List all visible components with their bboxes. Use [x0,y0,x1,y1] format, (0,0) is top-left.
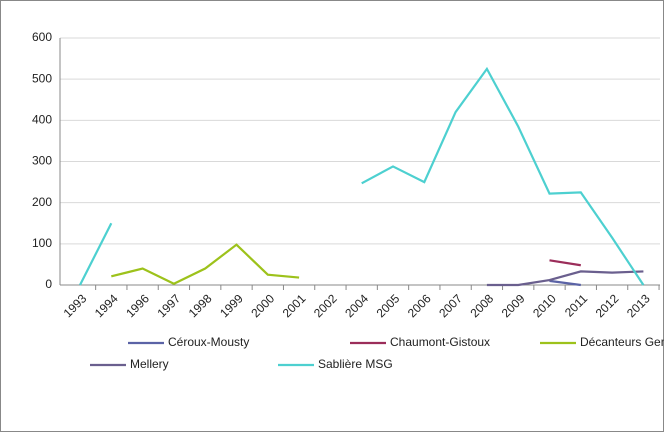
legend-label: Sablière MSG [318,357,393,371]
series-line [549,279,581,287]
series-line [486,270,644,287]
legend-label: Mellery [130,357,169,371]
y-tick-label: 300 [32,154,52,168]
y-tick-label: 200 [32,195,52,209]
series-line [111,243,300,285]
series-line [549,259,581,267]
y-tick-label: 400 [32,113,52,127]
y-tick-label: 0 [45,277,52,291]
y-tick-label: 500 [32,71,52,85]
y-tick-label: 600 [32,30,52,44]
legend-label: Chaumont-Gistoux [390,335,490,349]
y-tick-label: 100 [32,236,52,250]
legend-label: Céroux-Mousty [168,335,249,349]
series-line [79,66,645,286]
legend-label: Décanteurs Genappe [580,335,664,349]
